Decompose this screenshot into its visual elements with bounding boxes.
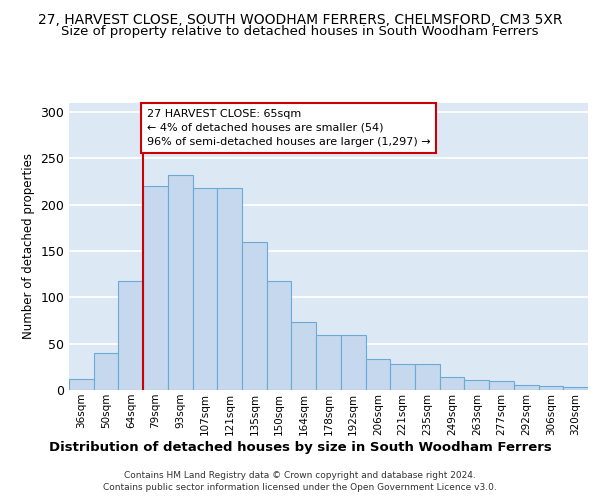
Bar <box>242 242 267 390</box>
Text: 27 HARVEST CLOSE: 65sqm
← 4% of detached houses are smaller (54)
96% of semi-det: 27 HARVEST CLOSE: 65sqm ← 4% of detached… <box>147 109 430 147</box>
Bar <box>539 386 563 390</box>
Text: Contains HM Land Registry data © Crown copyright and database right 2024.: Contains HM Land Registry data © Crown c… <box>124 472 476 480</box>
Y-axis label: Number of detached properties: Number of detached properties <box>22 153 35 340</box>
Bar <box>563 387 588 390</box>
Bar <box>464 380 489 390</box>
Bar <box>292 322 316 390</box>
Bar <box>390 364 415 390</box>
Bar <box>143 186 168 390</box>
Bar <box>489 380 514 390</box>
Bar <box>440 377 464 390</box>
Text: Contains public sector information licensed under the Open Government Licence v3: Contains public sector information licen… <box>103 483 497 492</box>
Bar <box>94 353 118 390</box>
Bar <box>365 360 390 390</box>
Bar <box>415 364 440 390</box>
Bar <box>341 336 365 390</box>
Bar <box>267 280 292 390</box>
Text: 27, HARVEST CLOSE, SOUTH WOODHAM FERRERS, CHELMSFORD, CM3 5XR: 27, HARVEST CLOSE, SOUTH WOODHAM FERRERS… <box>38 12 562 26</box>
Text: Size of property relative to detached houses in South Woodham Ferrers: Size of property relative to detached ho… <box>61 25 539 38</box>
Bar <box>118 280 143 390</box>
Text: Distribution of detached houses by size in South Woodham Ferrers: Distribution of detached houses by size … <box>49 441 551 454</box>
Bar <box>69 379 94 390</box>
Bar <box>168 175 193 390</box>
Bar <box>193 188 217 390</box>
Bar <box>217 188 242 390</box>
Bar <box>514 386 539 390</box>
Bar <box>316 336 341 390</box>
